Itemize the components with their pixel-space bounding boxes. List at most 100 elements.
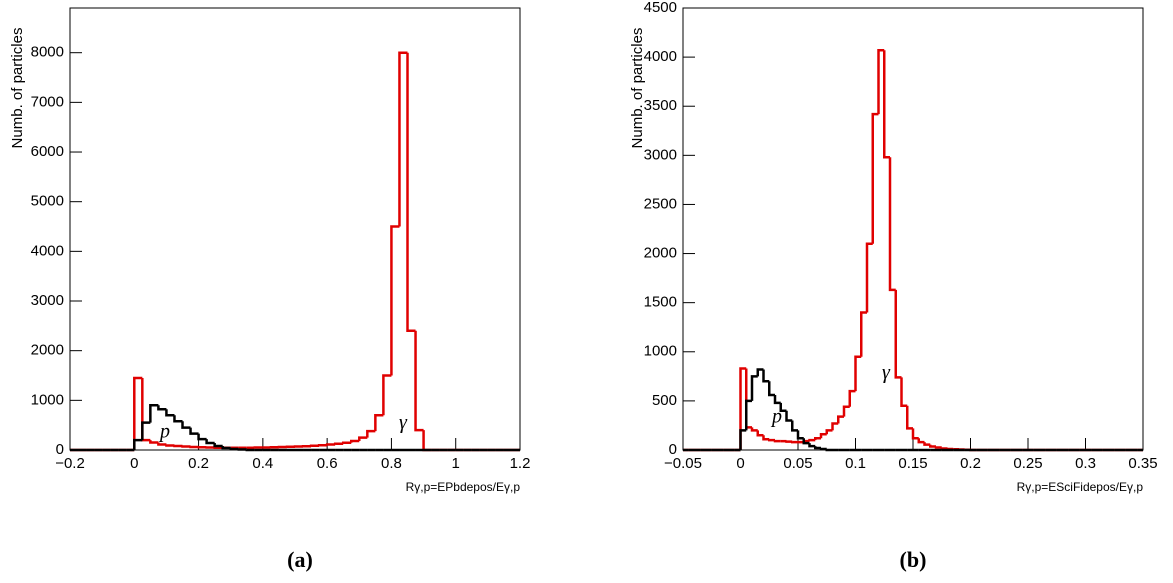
caption: (a): [287, 547, 313, 572]
x-tick-label: 1.2: [510, 455, 531, 472]
y-tick-label: 1500: [644, 294, 677, 311]
y-tick-label: 6000: [31, 143, 64, 160]
histogram-step: [133, 438, 143, 450]
histogram-step: [739, 429, 747, 450]
histogram-step: [814, 446, 821, 450]
x-tick-label: 0.4: [252, 455, 273, 472]
histogram-step: [860, 311, 867, 357]
histogram-step: [762, 369, 770, 383]
x-axis-label: Rγ,p=ESciFidepos/Eγ,p: [1017, 480, 1144, 494]
x-tick-label: 0.2: [960, 455, 981, 472]
histogram-step: [221, 446, 231, 450]
histogram-step: [785, 410, 793, 422]
histogram-step: [923, 442, 931, 446]
histogram-step: [197, 433, 207, 441]
histogram-step: [768, 438, 775, 442]
histogram-step: [398, 51, 408, 227]
histogram-step: [934, 446, 942, 449]
histogram-step: [745, 399, 752, 431]
histogram-step: [358, 436, 368, 442]
histogram-step: [149, 440, 159, 444]
histogram-step: [157, 442, 167, 446]
histogram-step: [819, 433, 827, 439]
histogram-step: [762, 435, 770, 441]
histogram-step: [808, 438, 816, 442]
annotation: γ: [882, 362, 891, 384]
x-tick-label: 0: [736, 455, 744, 472]
histogram-step: [149, 404, 159, 423]
histogram-step: [883, 50, 890, 159]
x-tick-label: −0.2: [55, 455, 85, 472]
y-tick-label: 2000: [644, 245, 677, 262]
histogram-step: [894, 289, 902, 379]
annotation: p: [770, 406, 782, 428]
plot-frame: [69, 7, 521, 451]
histogram-step: [773, 394, 781, 405]
x-tick-label: 0.05: [783, 455, 812, 472]
y-tick-label: 3000: [31, 292, 64, 309]
x-tick-label: 0.35: [1128, 455, 1157, 472]
histogram-step: [366, 429, 376, 438]
histogram-step: [888, 157, 896, 292]
histogram-step: [165, 409, 175, 417]
y-tick-label: 0: [56, 441, 64, 458]
histogram-step: [768, 381, 775, 397]
y-tick-label: 0: [669, 441, 677, 458]
x-tick-label: 0.2: [188, 455, 209, 472]
histogram-step: [341, 441, 352, 445]
y-tick-label: 500: [652, 392, 677, 409]
histogram-step: [165, 444, 175, 447]
y-tick-label: 7000: [31, 93, 64, 110]
histogram-step: [750, 375, 758, 401]
histogram-step: [791, 420, 798, 432]
histogram-step: [756, 368, 764, 377]
histogram-step: [422, 430, 432, 452]
x-tick-label: 0.1: [845, 455, 866, 472]
x-tick-label: 0: [130, 455, 138, 472]
histogram-step: [189, 427, 199, 435]
y-tick-label: 2000: [31, 342, 64, 359]
plot-frame: [682, 7, 1144, 451]
y-tick-label: 4000: [31, 242, 64, 259]
histogram-step: [173, 415, 183, 423]
histogram-step: [808, 443, 816, 448]
x-tick-label: −0.05: [664, 455, 702, 472]
histogram-step: [842, 405, 850, 417]
x-tick-label: 0.6: [317, 455, 338, 472]
histogram-step: [814, 436, 821, 441]
histogram-step: [756, 430, 764, 437]
histogram-step: [779, 402, 787, 412]
histogram-step: [205, 439, 215, 445]
y-tick-label: 3000: [644, 146, 677, 163]
y-tick-label: 1000: [644, 343, 677, 360]
annotation: p: [158, 421, 170, 443]
histogram-step: [940, 447, 948, 450]
y-tick-label: 5000: [31, 193, 64, 210]
x-tick-label: 1: [452, 455, 460, 472]
histogram-step: [911, 428, 919, 440]
histogram-step: [133, 376, 143, 450]
y-axis-label: Numb. of particles: [9, 28, 26, 149]
histogram-step: [141, 421, 151, 441]
histogram-step: [825, 429, 833, 435]
histogram-step: [837, 415, 844, 424]
y-tick-label: 3500: [644, 97, 677, 114]
histogram-step: [819, 447, 827, 451]
y-tick-label: 1000: [31, 391, 64, 408]
histogram-step: [871, 112, 879, 244]
histogram-step: [229, 447, 239, 451]
histogram-step: [877, 48, 885, 115]
histogram-step: [854, 355, 862, 392]
caption: (b): [900, 547, 927, 572]
x-tick-label: 0.25: [1013, 455, 1042, 472]
y-axis-label: Numb. of particles: [629, 28, 646, 149]
histogram-step: [414, 330, 424, 432]
histogram-step: [900, 377, 908, 408]
y-tick-label: 2500: [644, 195, 677, 212]
y-tick-label: 8000: [31, 44, 64, 61]
histogram-step: [750, 427, 758, 432]
histogram-step: [865, 242, 873, 313]
histogram-step: [333, 442, 344, 446]
histogram-step: [406, 52, 416, 333]
